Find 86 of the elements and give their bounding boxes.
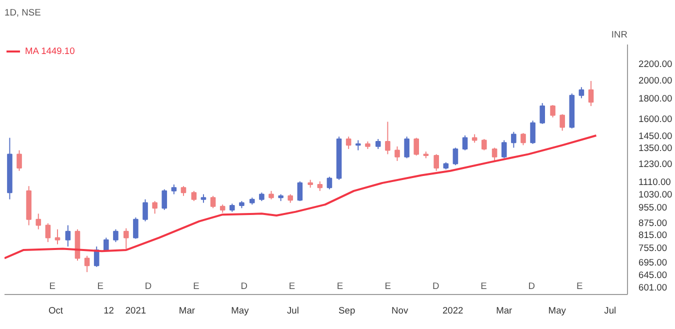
candlestick	[84, 255, 90, 273]
x-tick-label: Mar	[178, 306, 196, 316]
y-tick-label: 815.00	[638, 230, 668, 240]
annotation: E	[384, 280, 392, 291]
candlestick	[36, 213, 42, 230]
annotation: D	[144, 280, 152, 291]
candlestick	[375, 138, 381, 150]
candlestick	[317, 180, 323, 192]
annotation: E	[49, 280, 56, 291]
y-tick-label: 1600.00	[638, 114, 672, 124]
candlestick	[45, 222, 51, 243]
y-tick-label: 601.00	[638, 282, 668, 292]
y-tick-label: 1450.00	[638, 130, 672, 141]
candlestick	[501, 140, 507, 159]
annotation: D	[432, 280, 440, 291]
y-axis-title: INR	[611, 30, 628, 40]
candlestick	[133, 216, 138, 240]
annotation: D	[240, 280, 248, 291]
annotation: E	[97, 280, 104, 291]
annotation: D	[528, 280, 536, 291]
x-tick-label: Sep	[338, 306, 356, 316]
y-tick-label: 755.00	[638, 243, 668, 254]
candlestick	[462, 134, 468, 151]
candlestick	[180, 186, 186, 196]
candlestick	[578, 86, 584, 99]
candlestick	[550, 104, 556, 118]
legend-label: MA 1449.10	[25, 46, 75, 56]
annotation: E	[288, 280, 296, 291]
candlestick	[210, 195, 216, 209]
candlestick	[346, 136, 352, 150]
candlestick	[297, 180, 303, 202]
chart-title: 1D, NSE	[4, 8, 41, 18]
y-tick-label: 955.00	[638, 202, 668, 213]
candlestick	[520, 132, 526, 146]
x-tick-label: Oct	[48, 306, 64, 316]
candlestick	[394, 146, 400, 162]
x-tick-label: May	[548, 306, 566, 316]
candlestick	[540, 102, 545, 124]
candlestick	[404, 136, 410, 159]
candlestick	[326, 176, 332, 190]
y-tick-label: 645.00	[638, 270, 668, 280]
candlestick	[452, 147, 458, 166]
candlestick	[191, 190, 197, 202]
annotation: E	[480, 280, 487, 291]
annotation: E	[336, 280, 344, 291]
x-tick-label: Mar	[496, 306, 512, 316]
candlestick	[65, 224, 71, 248]
candlestick	[560, 114, 565, 132]
y-tick-label: 2000.00	[638, 76, 672, 86]
x-tick-label: 12	[104, 306, 114, 316]
candlestick	[414, 137, 420, 156]
y-tick-label: 1350.00	[638, 143, 672, 154]
candlestick	[94, 246, 100, 268]
candlestick	[152, 200, 158, 214]
candlestick	[104, 237, 109, 252]
y-tick-label: 1110.00	[638, 176, 671, 187]
x-tick-label: 2022	[442, 306, 464, 316]
annotation: E	[576, 280, 583, 291]
y-tick-label: 1230.00	[638, 159, 672, 170]
candlestick	[481, 138, 487, 151]
y-tick-label: 2200.00	[638, 59, 672, 70]
x-tick-label: Jul	[287, 306, 299, 316]
candlestick	[385, 121, 390, 155]
x-tick-label: 2021	[125, 306, 146, 316]
candlestick	[16, 150, 22, 172]
line-series	[4, 134, 598, 260]
candlestick	[162, 188, 168, 210]
candlestick	[54, 228, 60, 245]
x-tick-label: May	[231, 306, 250, 316]
y-tick-label: 1030.00	[638, 190, 672, 200]
candlestick	[492, 147, 498, 162]
annotation: E	[193, 280, 200, 291]
candlestick	[113, 228, 118, 243]
candlestick	[123, 228, 129, 250]
y-tick-label: 875.00	[638, 218, 668, 228]
x-tick-label: Jul	[604, 306, 616, 316]
candlestick	[171, 184, 177, 195]
candlestick	[142, 198, 148, 222]
x-tick-label: Nov	[392, 306, 408, 316]
y-tick-label: 1800.00	[638, 94, 672, 104]
candlestick	[588, 80, 594, 107]
y-tick-label: 695.00	[638, 257, 668, 268]
candlestick	[511, 131, 516, 148]
candlestick	[355, 140, 361, 151]
candlestick	[530, 120, 536, 144]
candlestick	[434, 154, 439, 172]
